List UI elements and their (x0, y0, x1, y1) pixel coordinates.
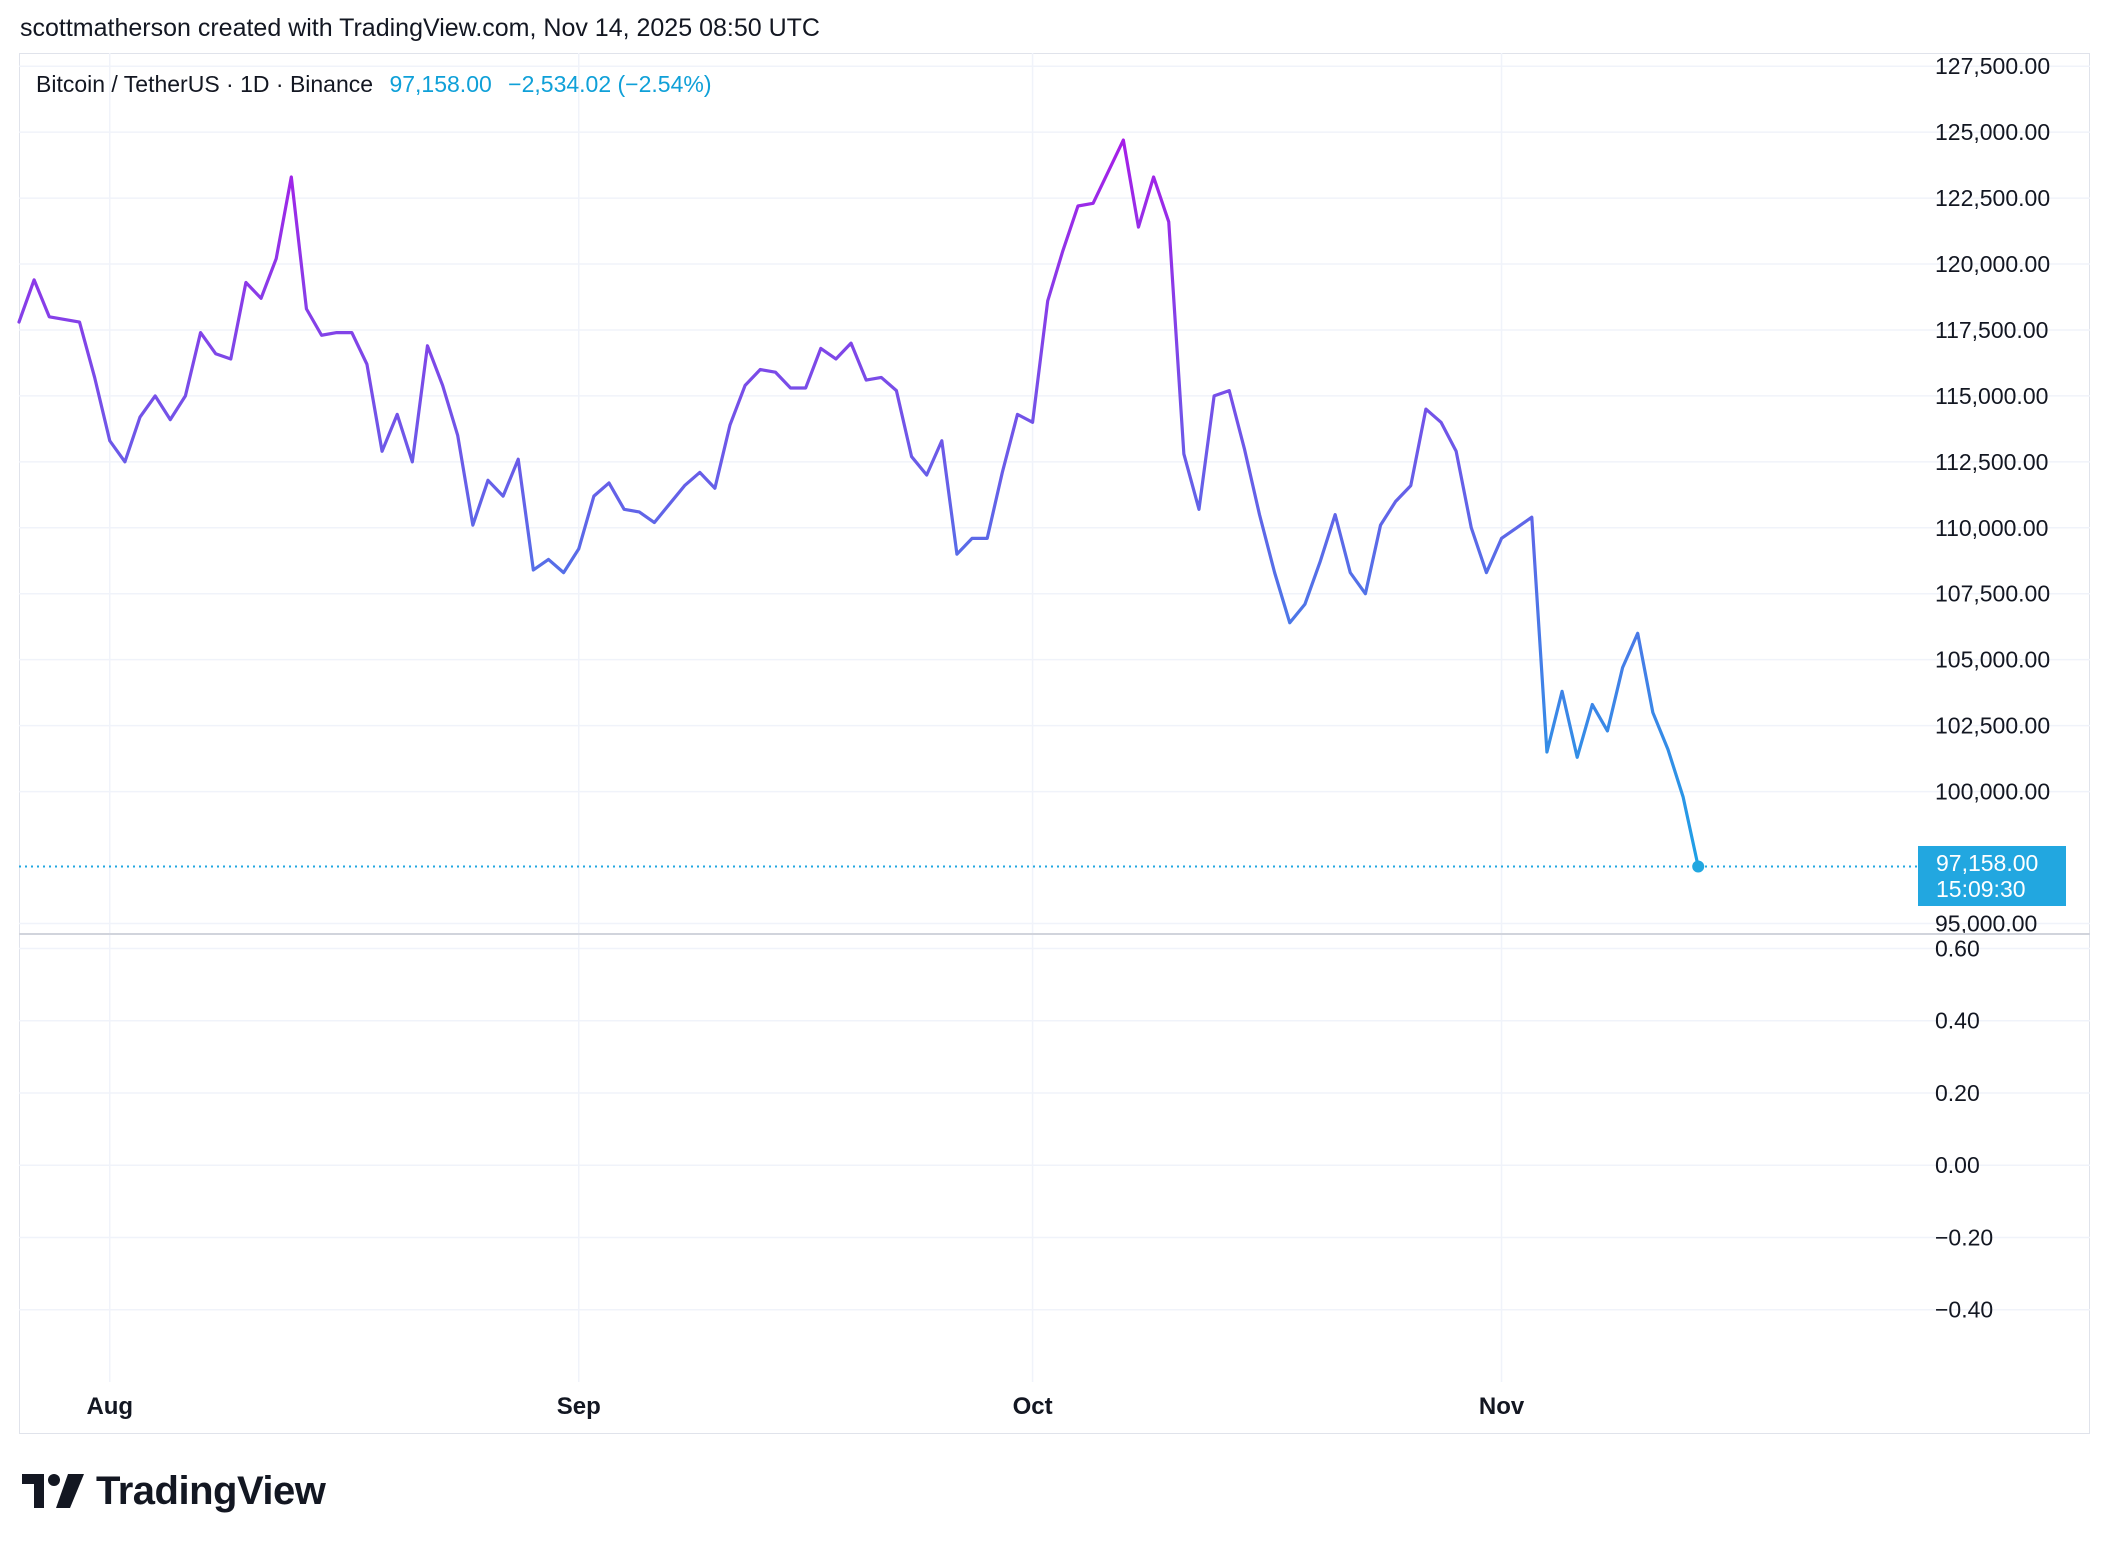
last-price-dot (1692, 860, 1705, 873)
indicator-tick-label: 0.20 (1935, 1080, 1980, 1106)
price-axis: 127,500.00 125,000.00 122,500.00 120,000.00… (1935, 53, 2050, 936)
price-tick-label: 117,500.00 (1935, 317, 2048, 343)
time-axis: Aug Sep Oct Nov (86, 1393, 1524, 1420)
indicator-tick-label: −0.40 (1935, 1297, 1993, 1323)
price-tick-label: 110,000.00 (1935, 515, 2048, 541)
price-series (17, 138, 1918, 873)
price-tick-label: 100,000.00 (1935, 779, 2050, 805)
last-price-value: 97,158.00 (389, 71, 492, 97)
chart-byline: scottmatherson created with TradingView.… (20, 14, 820, 42)
indicator-tick-label: 0.00 (1935, 1152, 1980, 1178)
indicator-tick-label: −0.20 (1935, 1224, 1993, 1250)
tradingview-logo-icon (22, 1474, 84, 1508)
time-tick-label: Oct (1013, 1393, 1053, 1420)
indicator-axis: 0.60 0.40 0.20 0.00 −0.20 −0.40 (1935, 935, 1993, 1322)
price-tick-label: 107,500.00 (1935, 581, 2050, 607)
indicator-tick-label: 0.60 (1935, 935, 1980, 961)
price-tick-label: 115,000.00 (1935, 383, 2048, 409)
symbol-label[interactable]: Bitcoin / TetherUS · 1D · Binance (36, 71, 374, 97)
price-tick-label: 112,500.00 (1935, 449, 2048, 475)
price-tick-label: 125,000.00 (1935, 119, 2050, 145)
bar-countdown: 15:09:30 (1936, 876, 2026, 902)
chart-frame (19, 53, 2090, 1434)
price-line[interactable] (17, 138, 1700, 869)
time-tick-label: Aug (86, 1393, 133, 1420)
price-tick-label: 127,500.00 (1935, 53, 2050, 79)
last-price-tag: 97,158.00 15:09:30 (1918, 846, 2066, 906)
grid (19, 53, 2090, 1382)
indicator-tick-label: 0.40 (1935, 1008, 1980, 1034)
price-tick-label: 105,000.00 (1935, 647, 2050, 673)
price-tick-label: 122,500.00 (1935, 185, 2050, 211)
price-tick-label: 95,000.00 (1935, 910, 2037, 936)
price-tick-label: 102,500.00 (1935, 713, 2050, 739)
brand-name: TradingView (96, 1468, 326, 1513)
time-tick-label: Sep (557, 1393, 601, 1420)
price-tick-label: 120,000.00 (1935, 251, 2050, 277)
last-price-tag-value: 97,158.00 (1936, 850, 2039, 876)
tradingview-logo[interactable]: TradingView (22, 1468, 326, 1514)
chart-legend: Bitcoin / TetherUS · 1D · Binance 97,158… (36, 71, 712, 98)
time-tick-label: Nov (1479, 1393, 1525, 1420)
price-change-value: −2,534.02 (−2.54%) (508, 71, 712, 97)
